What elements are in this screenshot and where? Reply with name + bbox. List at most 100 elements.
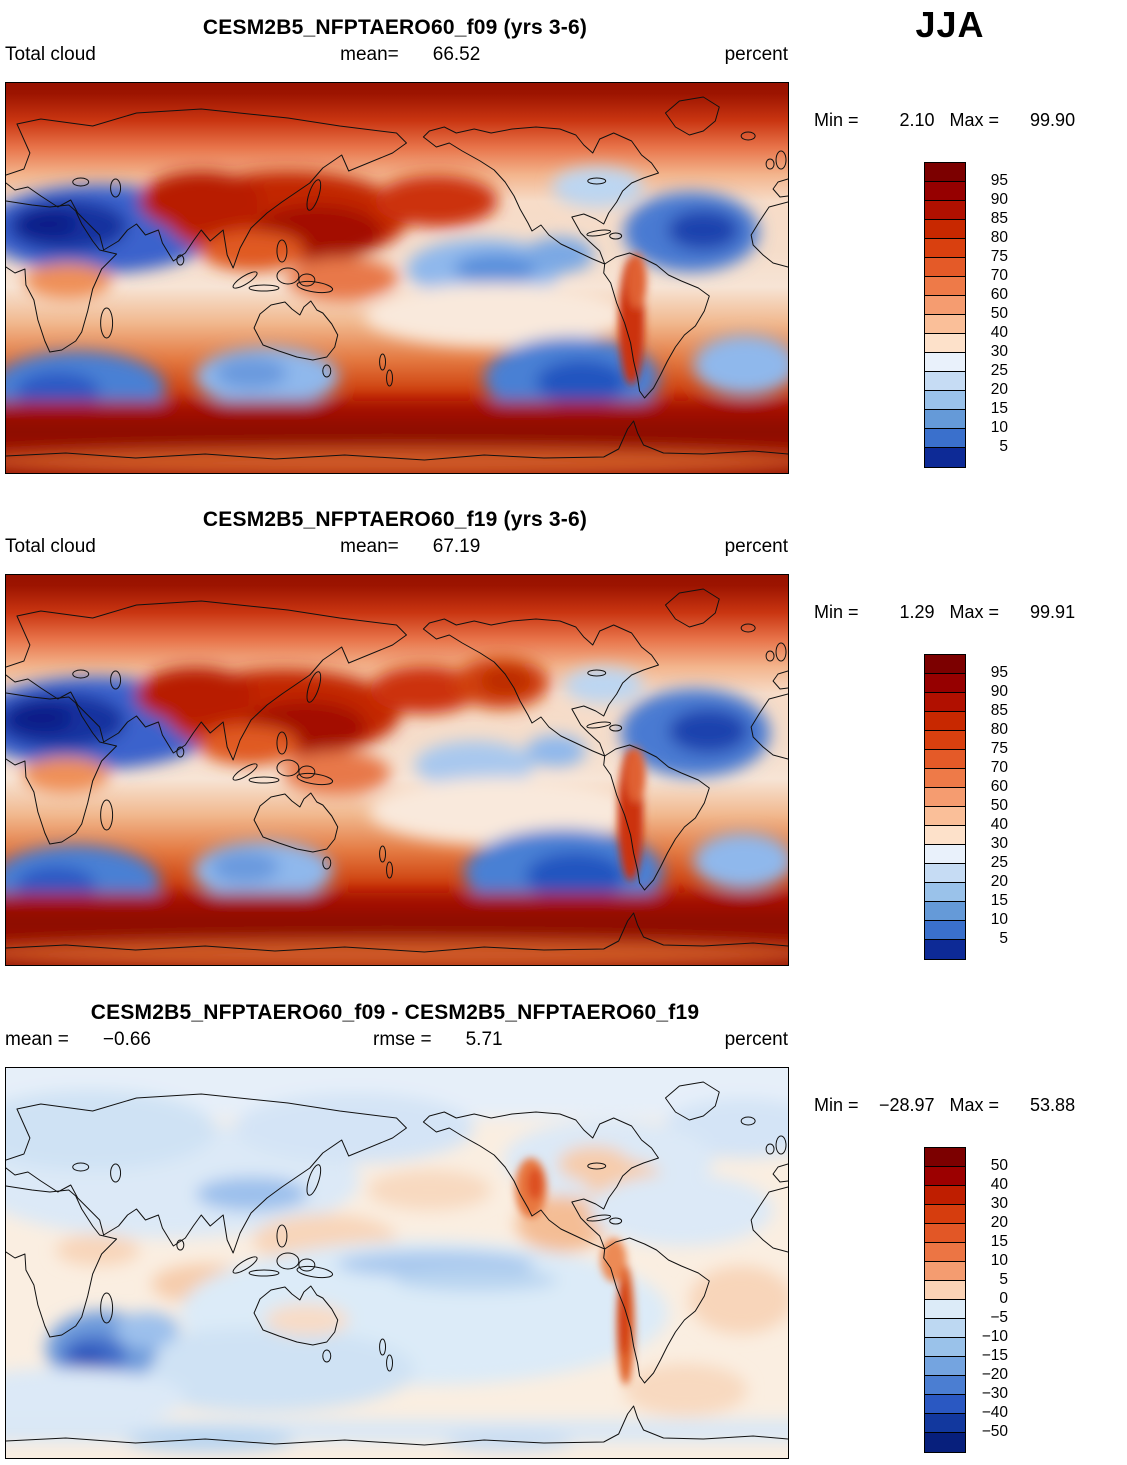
colorbar-segment [925, 1224, 965, 1243]
colorbar-segment [925, 940, 965, 959]
colorbar-tick-label: 40 [990, 1176, 1008, 1193]
colorbar-tick-label: 90 [990, 191, 1008, 208]
minmax-stats: Min = 2.10 Max = 99.90 [814, 110, 1075, 131]
colorbar-tick-label: −50 [981, 1423, 1008, 1440]
colorbar-tick-label: 20 [990, 873, 1008, 890]
colorbar-tick-label: 40 [990, 324, 1008, 341]
panel-total-cloud-f19: CESM2B5_NFPTAERO60_f19 (yrs 3-6) Total c… [0, 492, 1127, 984]
colorbar-tick-label: −20 [981, 1366, 1008, 1383]
colorbar-segment [925, 1395, 965, 1414]
colorbar-segment [925, 315, 965, 334]
min-value: 1.29 [899, 602, 935, 622]
colorbar-tick-label: 60 [990, 778, 1008, 795]
colorbar-segment [925, 1414, 965, 1433]
colorbar-tick-label: 25 [990, 362, 1008, 379]
colorbar-segment [925, 353, 965, 372]
mean-stat: mean= 67.19 [340, 536, 480, 558]
colorbar-tick-label: 95 [990, 172, 1008, 189]
colorbar-tick-label: 30 [990, 1195, 1008, 1212]
max-value: 99.90 [1030, 110, 1076, 130]
min-value: 2.10 [899, 110, 935, 130]
colorbar-tick-label: −40 [981, 1404, 1008, 1421]
min-label: Min = [814, 602, 859, 622]
colorbar-segment [925, 1243, 965, 1262]
colorbar-tick-label: 70 [990, 267, 1008, 284]
colorbar-segment [925, 1300, 965, 1319]
colorbar-segment [925, 1205, 965, 1224]
colorbar-segment [925, 1433, 965, 1452]
colorbar-tick-label: 80 [990, 721, 1008, 738]
colorbar-labels: 50 40 30 20 15 10 5 0 −5 −10 −15 −20 −30 −40 −50 [972, 1156, 1012, 1441]
colorbar-tick-label: 20 [990, 1214, 1008, 1231]
colorbar-segment [925, 845, 965, 864]
colorbar-segment [925, 334, 965, 353]
colorbar-tick-label: 30 [990, 835, 1008, 852]
colorbar-segment [925, 258, 965, 277]
legend-column: Min = −28.97 Max = 53.88 50 40 30 20 15 10 5 0 −5−… [810, 985, 1127, 1465]
colorbar-segment [925, 296, 965, 315]
stats-row: mean = −0.66 rmse = 5.71 percent [5, 1029, 788, 1051]
colorbar-segment [925, 655, 965, 674]
colorbar [924, 1147, 966, 1453]
colorbar-segment [925, 750, 965, 769]
colorbar-tick-label: 10 [990, 1252, 1008, 1269]
mean-label: mean = [5, 1029, 69, 1050]
colorbar-tick-label: −30 [981, 1385, 1008, 1402]
rmse-label: rmse = [373, 1029, 432, 1050]
max-value: 53.88 [1030, 1095, 1076, 1115]
colorbar-tick-label: 50 [990, 1157, 1008, 1174]
colorbar-segment [925, 1167, 965, 1186]
colorbar-tick-label: 50 [990, 797, 1008, 814]
colorbar-segment [925, 731, 965, 750]
colorbar-tick-label: 95 [990, 664, 1008, 681]
colorbar-segment [925, 902, 965, 921]
map-difference [5, 1067, 789, 1459]
colorbar-segment [925, 883, 965, 902]
stats-row: Total cloud mean= 67.19 percent [5, 536, 788, 558]
rmse-value: 5.71 [465, 1029, 503, 1050]
colorbar-tick-label: 70 [990, 759, 1008, 776]
stats-row: Total cloud mean= 66.52 percent [5, 44, 788, 66]
colorbar-tick-label: 90 [990, 683, 1008, 700]
colorbar-segment [925, 1319, 965, 1338]
panel-title: CESM2B5_NFPTAERO60_f19 (yrs 3-6) [202, 508, 588, 532]
units-label: percent [724, 1029, 788, 1050]
colorbar-segment [925, 1338, 965, 1357]
units-label: percent [724, 536, 788, 557]
field-label: Total cloud [5, 44, 96, 65]
min-label: Min = [814, 110, 859, 130]
colorbar-segment [925, 921, 965, 940]
colorbar-tick-label: 5 [999, 1271, 1008, 1288]
colorbar-segment [925, 182, 965, 201]
colorbar-tick-label: −10 [981, 1328, 1008, 1345]
colorbar-tick-label: 75 [990, 248, 1008, 265]
colorbar-tick-label: 5 [999, 438, 1008, 455]
min-label: Min = [814, 1095, 859, 1115]
minmax-stats: Min = 1.29 Max = 99.91 [814, 602, 1075, 623]
minmax-stats: Min = −28.97 Max = 53.88 [814, 1095, 1075, 1116]
legend-column: Min = 2.10 Max = 99.90 95 90 85 80 75 70 60 50 40 3… [810, 0, 1127, 492]
colorbar-segment [925, 1262, 965, 1281]
mean-value: −0.66 [102, 1029, 151, 1050]
rmse-stat: rmse = 5.71 [373, 1029, 503, 1051]
colorbar-segment [925, 201, 965, 220]
colorbar-tick-label: 80 [990, 229, 1008, 246]
colorbar-tick-label: 0 [999, 1290, 1008, 1307]
colorbar-tick-label: 40 [990, 816, 1008, 833]
colorbar-tick-label: 10 [990, 911, 1008, 928]
mean-label: mean= [340, 536, 399, 557]
colorbar-tick-label: 30 [990, 343, 1008, 360]
colorbar-segment [925, 277, 965, 296]
colorbar-labels: 95 90 85 80 75 70 60 50 40 30 25 20 15 10 5 [972, 171, 1012, 456]
colorbar-segment [925, 163, 965, 182]
colorbar-tick-label: 15 [990, 1233, 1008, 1250]
colorbar-segment [925, 1186, 965, 1205]
colorbar-tick-label: 50 [990, 305, 1008, 322]
panel-total-cloud-f09: CESM2B5_NFPTAERO60_f09 (yrs 3-6) Total c… [0, 0, 1127, 492]
colorbar-labels: 95 90 85 80 75 70 60 50 40 30 25 20 15 10 5 [972, 663, 1012, 948]
max-label: Max = [949, 1095, 1000, 1115]
colorbar-segment [925, 693, 965, 712]
colorbar-segment [925, 712, 965, 731]
colorbar-tick-label: 85 [990, 210, 1008, 227]
